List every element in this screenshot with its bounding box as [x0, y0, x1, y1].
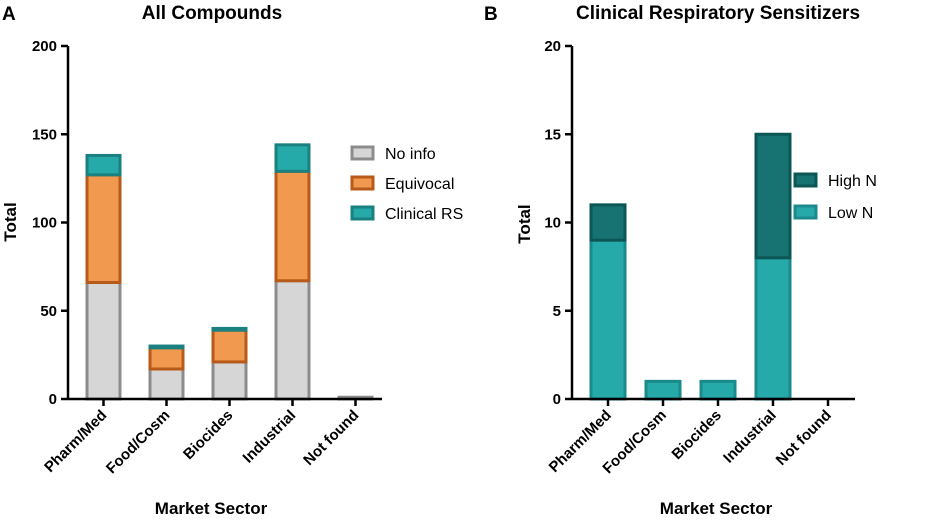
bar-segment-equivocal-industrial	[274, 169, 311, 283]
chart-title: Clinical Respiratory Sensitizers	[576, 3, 860, 24]
bar-segment-no-info-food-cosm	[148, 367, 185, 401]
legend-label: No info	[385, 146, 436, 163]
legend: No info Equivocal Clinical RS	[350, 145, 463, 223]
panel-letter: B	[484, 4, 498, 25]
y-tick-label: 150	[32, 126, 57, 143]
bar-segment-equivocal-pharm-med	[85, 173, 122, 285]
y-tick-label: 0	[553, 391, 561, 408]
chart-panel-b: B Clinical Respiratory Sensitizers 0 5 10 15 2…	[484, 3, 877, 518]
x-axis-title: Market Sector	[660, 499, 773, 518]
bar-segment-high-n-pharm-med	[589, 203, 627, 242]
bar-segment-clinical-rs-industrial	[274, 143, 311, 173]
bar-segment-equivocal-biocides	[211, 328, 248, 364]
y-tick-label: 5	[553, 303, 561, 320]
y-tick-label: 20	[544, 38, 561, 55]
x-tick-label: Biocides	[669, 407, 725, 463]
chart-panel-a: A All Compounds 0 50 100 150 200 Pharm/MedFood/…	[1, 3, 463, 518]
bar-segment-high-n-industrial	[754, 132, 792, 260]
x-tick-label: Industrial	[240, 407, 300, 467]
x-tick-label: Not found	[773, 407, 835, 469]
y-tick-label: 200	[32, 38, 57, 55]
legend-label: Low N	[828, 205, 873, 222]
x-tick-label: Not found	[300, 407, 362, 469]
legend-swatch	[793, 172, 818, 188]
legend-label: Clinical RS	[385, 206, 463, 223]
x-tick-label: Food/Cosm	[103, 407, 173, 477]
bar-segment-clinical-rs-food-cosm	[148, 344, 185, 350]
legend-label: Equivocal	[385, 176, 454, 193]
bar-segment-no-info-pharm-med	[85, 281, 122, 401]
y-tick-label: 0	[49, 391, 57, 408]
y-axis-title: Total	[515, 204, 534, 243]
y-tick-label: 15	[544, 126, 561, 143]
y-tick-label: 100	[32, 215, 57, 232]
legend-swatch	[350, 175, 375, 191]
bar-segment-equivocal-food-cosm	[148, 346, 185, 371]
bar-segment-low-n-pharm-med	[589, 238, 627, 401]
x-axis-title: Market Sector	[155, 499, 268, 518]
bar-segment-low-n-biocides	[699, 379, 737, 401]
bar-segment-no-info-industrial	[274, 279, 311, 401]
y-axis-title: Total	[1, 202, 20, 241]
bar-segment-no-info-biocides	[211, 360, 248, 401]
y-tick-label: 10	[544, 215, 561, 232]
bar-segment-clinical-rs-biocides	[211, 326, 248, 332]
bar-segment-low-n-food-cosm	[644, 379, 682, 401]
x-tick-label: Industrial	[720, 407, 780, 467]
x-tick-label: Pharm/Med	[41, 407, 110, 476]
bar-segment-clinical-rs-pharm-med	[85, 153, 122, 177]
legend-swatch	[350, 145, 375, 161]
chart-title: All Compounds	[142, 3, 282, 24]
y-tick-label: 50	[40, 303, 57, 320]
bar-segment-low-n-industrial	[754, 256, 792, 401]
legend-label: High N	[828, 173, 877, 190]
legend: High N Low N	[793, 172, 877, 222]
x-tick-label: Biocides	[180, 407, 236, 463]
panel-letter: A	[2, 4, 16, 25]
legend-swatch	[350, 205, 375, 221]
legend-swatch	[793, 204, 818, 220]
